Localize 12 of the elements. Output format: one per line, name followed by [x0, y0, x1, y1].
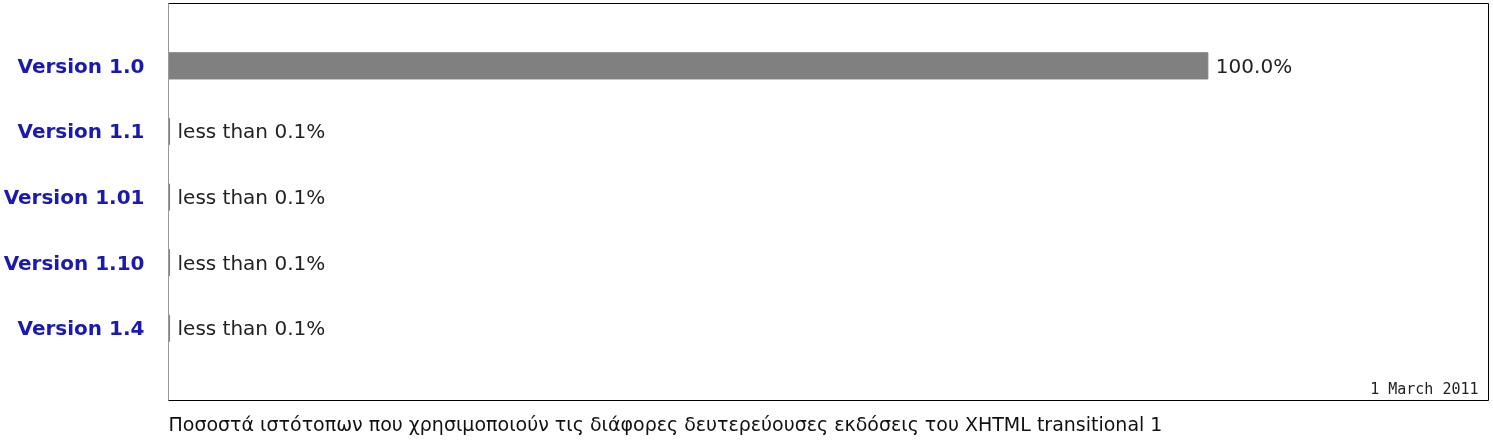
- data-label: less than 0.1%: [177, 250, 326, 275]
- data-label: 100.0%: [1215, 53, 1293, 78]
- data-label: less than 0.1%: [177, 185, 326, 210]
- data-label: less than 0.1%: [177, 316, 326, 341]
- y-tick-label: Version 1.0: [17, 53, 145, 78]
- text: Ποσοστά ιστότοπων που χρησιμοποιούν τις διάφορες δευτερεύουσες εκδόσεις του XHTML transitional 1: [168, 412, 1163, 435]
- y-tick-label: Version 1.4: [17, 316, 145, 341]
- y-tick-label: Version 1.10: [3, 250, 145, 275]
- annotation: 1 March 2011: [1370, 379, 1479, 398]
- y-tick-label: Version 1.01: [3, 185, 145, 210]
- y-tick-label: Version 1.1: [17, 119, 145, 144]
- data-label: less than 0.1%: [177, 119, 326, 144]
